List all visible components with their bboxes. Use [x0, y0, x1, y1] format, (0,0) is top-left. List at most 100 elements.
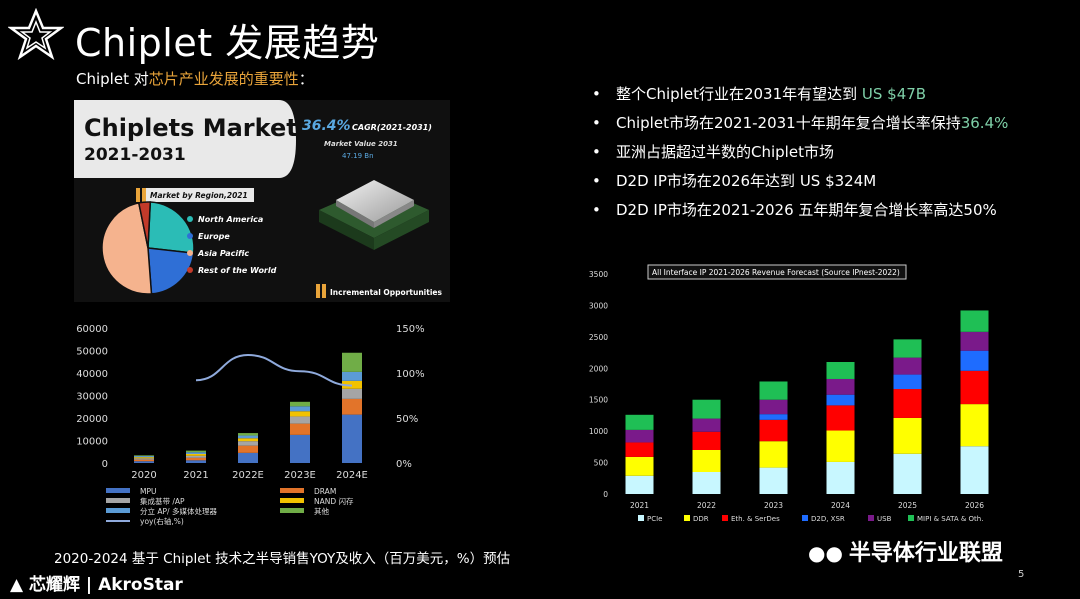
bar-segment	[759, 441, 788, 468]
legend-dot	[187, 267, 193, 273]
watermark-text: 半导体行业联盟	[848, 541, 1003, 566]
bar-segment	[960, 370, 989, 405]
pie-slice-europe	[147, 247, 195, 295]
bar-segment	[290, 423, 310, 435]
brand-cn: 芯耀辉	[29, 575, 80, 595]
bar-segment	[238, 433, 258, 436]
y-tick-label: 500	[594, 459, 609, 468]
legend-label: 分立 AP/ 多媒体处理器	[140, 506, 217, 516]
infographic-title-line2: 2021-2031	[84, 145, 186, 165]
legend-swatch	[638, 515, 644, 521]
bar-segment	[342, 388, 362, 399]
legend-label: MPU	[140, 487, 156, 496]
y-tick-label: 0	[102, 459, 108, 470]
bar-segment	[134, 461, 154, 463]
bar-segment	[759, 419, 788, 442]
x-tick-label: 2025	[898, 501, 917, 510]
bullet-4: D2D IP市场在2026年达到 US $324M	[592, 167, 1008, 196]
bar-segment	[186, 457, 206, 461]
bar-segment	[893, 357, 922, 375]
x-tick-label: 2024	[831, 501, 850, 510]
chiplets-market-infographic: Chiplets Market 2021-2031 36.4% CAGR(202…	[74, 100, 450, 302]
legend-label: D2D, XSR	[811, 515, 845, 523]
infographic-title-line1: Chiplets Market	[84, 114, 298, 142]
y-tick-label: 30000	[76, 392, 108, 403]
pie-slice-asia-pacific	[101, 202, 153, 295]
x-tick-label: 2023E	[284, 470, 316, 481]
bar-segment	[692, 431, 721, 450]
page-title: Chiplet 发展趋势	[75, 21, 380, 65]
bullet-1: 整个Chiplet行业在2031年有望达到 US $47B	[592, 80, 1008, 109]
bar-segment	[960, 310, 989, 332]
legend-swatch	[106, 488, 130, 493]
bar-segment	[342, 398, 362, 415]
bar-segment	[290, 416, 310, 424]
legend-label: NAND 闪存	[314, 496, 354, 506]
subtitle-prefix: Chiplet 对	[76, 70, 149, 88]
bar-segment	[692, 418, 721, 432]
bullet-1-text: 整个Chiplet行业在2031年有望达到	[616, 85, 862, 103]
legend-swatch	[868, 515, 874, 521]
x-tick-label: 2020	[131, 470, 156, 481]
y2-tick-label: 50%	[396, 414, 418, 425]
bar-segment	[759, 467, 788, 494]
legend-label: DDR	[693, 515, 709, 523]
chart-caption: 2020-2024 基于 Chiplet 技术之半导销售YOY及收入（百万美元，…	[54, 551, 511, 567]
key-points-list: 整个Chiplet行业在2031年有望达到 US $47B Chiplet市场在…	[592, 80, 1008, 225]
brand-logo-icon: ▲	[10, 575, 24, 595]
bar-segment	[134, 456, 154, 458]
bar-segment	[759, 381, 788, 400]
bar-segment	[826, 378, 855, 395]
bullet-2-text: Chiplet市场在2021-2031十年期年复合增长率保持	[616, 114, 961, 132]
bullet-2: Chiplet市场在2021-2031十年期年复合增长率保持36.4%	[592, 109, 1008, 138]
legend-swatch	[280, 488, 304, 493]
bar-segment	[960, 404, 989, 447]
bar-segment	[826, 461, 855, 494]
legend-label: Eth. & SerDes	[731, 515, 780, 523]
bar-segment	[186, 454, 206, 456]
bar-segment	[893, 417, 922, 454]
legend-label: Europe	[198, 232, 230, 241]
y-tick-label: 20000	[76, 414, 108, 425]
y-tick-label: 2000	[589, 364, 608, 373]
bar-segment	[342, 414, 362, 463]
subtitle: Chiplet 对芯片产业发展的重要性：	[76, 68, 314, 89]
bar-segment	[692, 450, 721, 472]
legend-dot	[187, 216, 193, 222]
subtitle-suffix: ：	[298, 70, 314, 88]
bar-segment	[893, 374, 922, 390]
bar-segment	[759, 414, 788, 420]
bullet-5-text: D2D IP市场在2021-2026 五年期年复合增长率高达50%	[616, 201, 997, 219]
y-tick-label: 50000	[76, 347, 108, 358]
bullet-3-text: 亚洲占据超过半数的Chiplet市场	[616, 143, 834, 161]
cagr-value: 36.4%	[302, 118, 351, 134]
legend-swatch	[106, 508, 130, 513]
bar-segment	[625, 456, 654, 476]
region-legend: North America Europe Asia Pacific Rest of t…	[187, 215, 277, 275]
star-logo-icon	[8, 8, 64, 61]
chart-title-box	[647, 264, 907, 280]
x-tick-label: 2024E	[336, 470, 368, 481]
bar-segment	[826, 405, 855, 431]
x-tick-label: 2021	[183, 470, 208, 481]
bar-segment	[960, 350, 989, 371]
bar-segment	[134, 457, 154, 459]
bar-segment	[960, 446, 989, 494]
x-tick-label: 2022E	[232, 470, 264, 481]
bullet-2-highlight: 36.4%	[960, 114, 1009, 132]
bar-segment	[290, 434, 310, 463]
y-tick-label: 60000	[76, 324, 108, 335]
bar-segment	[342, 371, 362, 381]
bullet-5: D2D IP市场在2021-2026 五年期年复合增长率高达50%	[592, 196, 1008, 225]
legend-label: Rest of the World	[198, 266, 277, 275]
bar-segment	[692, 472, 721, 494]
bar-segment	[290, 401, 310, 407]
bar-segment	[238, 452, 258, 463]
bar-segment	[342, 352, 362, 372]
bar-segment	[134, 459, 154, 462]
bar-segment	[186, 460, 206, 463]
bar-segment	[960, 331, 989, 351]
y-tick-label: 1000	[589, 427, 608, 436]
bar-segment	[290, 406, 310, 412]
market-value-label: Market Value 2031	[324, 140, 398, 148]
